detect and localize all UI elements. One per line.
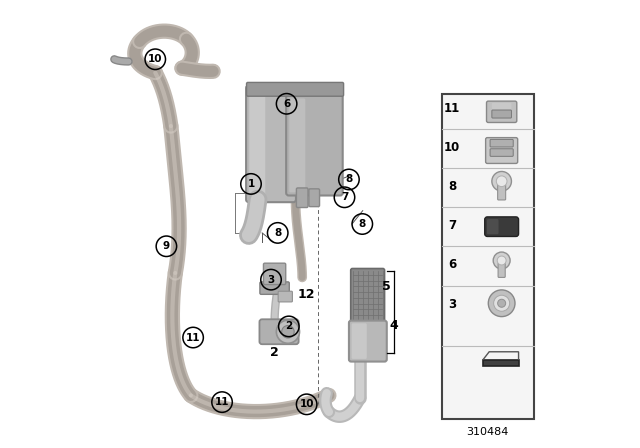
Text: 12: 12 — [298, 288, 316, 301]
FancyBboxPatch shape — [260, 282, 289, 294]
FancyBboxPatch shape — [259, 319, 299, 344]
Text: 2: 2 — [270, 346, 279, 359]
Circle shape — [493, 252, 510, 269]
FancyBboxPatch shape — [289, 99, 305, 192]
Circle shape — [276, 320, 300, 343]
FancyBboxPatch shape — [490, 139, 513, 147]
FancyBboxPatch shape — [498, 185, 506, 200]
FancyBboxPatch shape — [492, 103, 511, 109]
FancyBboxPatch shape — [349, 321, 387, 362]
Text: 6: 6 — [448, 258, 456, 271]
Text: 310484: 310484 — [467, 427, 509, 437]
FancyBboxPatch shape — [246, 86, 296, 202]
FancyBboxPatch shape — [264, 263, 285, 284]
Text: 4: 4 — [389, 319, 398, 332]
Text: 9: 9 — [163, 241, 170, 251]
FancyBboxPatch shape — [487, 219, 499, 234]
Text: 2: 2 — [285, 321, 292, 332]
Text: 8: 8 — [274, 228, 282, 238]
Text: 10: 10 — [300, 399, 314, 409]
FancyBboxPatch shape — [486, 101, 516, 122]
Text: 8: 8 — [358, 219, 366, 229]
FancyBboxPatch shape — [286, 95, 342, 195]
FancyBboxPatch shape — [309, 189, 319, 207]
FancyBboxPatch shape — [490, 149, 513, 156]
Circle shape — [493, 295, 509, 311]
Circle shape — [497, 256, 506, 265]
Text: 5: 5 — [381, 280, 390, 293]
Circle shape — [282, 326, 294, 338]
FancyBboxPatch shape — [278, 291, 292, 302]
Polygon shape — [483, 360, 518, 366]
FancyBboxPatch shape — [486, 138, 518, 164]
Circle shape — [488, 290, 515, 317]
FancyBboxPatch shape — [246, 82, 344, 96]
Text: 10: 10 — [148, 54, 163, 64]
Text: 3: 3 — [448, 297, 456, 310]
FancyBboxPatch shape — [296, 188, 308, 207]
Circle shape — [498, 299, 506, 307]
Text: 11: 11 — [444, 102, 460, 115]
FancyBboxPatch shape — [498, 263, 505, 277]
FancyBboxPatch shape — [249, 90, 265, 198]
Text: 11: 11 — [186, 332, 200, 343]
Text: 1: 1 — [248, 179, 255, 189]
FancyBboxPatch shape — [351, 323, 367, 359]
Text: 11: 11 — [215, 397, 229, 407]
Text: 6: 6 — [283, 99, 290, 109]
Text: 7: 7 — [340, 192, 348, 202]
Text: 3: 3 — [268, 275, 275, 284]
Text: 7: 7 — [448, 219, 456, 232]
FancyBboxPatch shape — [442, 94, 534, 419]
Text: 8: 8 — [346, 174, 353, 185]
FancyBboxPatch shape — [484, 217, 518, 237]
Text: 8: 8 — [448, 180, 456, 193]
Circle shape — [496, 176, 507, 187]
FancyBboxPatch shape — [351, 268, 385, 326]
Circle shape — [492, 172, 511, 191]
FancyBboxPatch shape — [492, 110, 511, 118]
Text: 10: 10 — [444, 141, 460, 154]
